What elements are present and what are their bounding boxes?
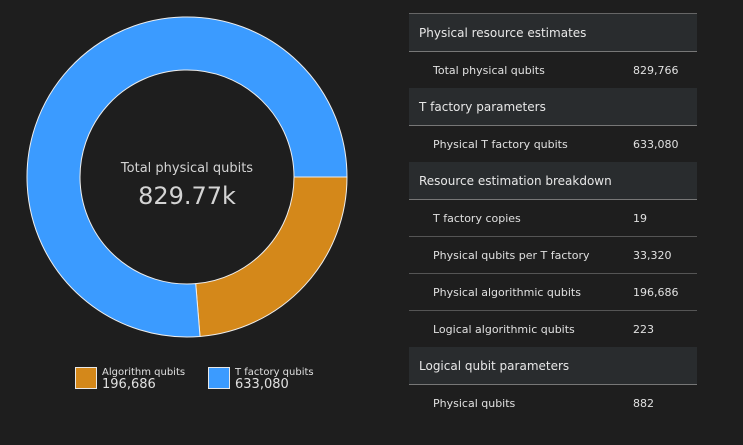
- algorithm-swatch: [75, 367, 97, 389]
- legend-item-tfactory[interactable]: T factory qubits 633,080: [208, 367, 314, 392]
- table-row: Physical qubits per T factory 33,320: [409, 237, 697, 274]
- center-label: Total physical qubits: [120, 161, 254, 176]
- row-label: Logical algorithmic qubits: [433, 322, 575, 336]
- legend-label: Algorithm qubits: [102, 367, 186, 378]
- legend-label: T factory qubits: [235, 367, 314, 378]
- resource-table: Physical resource estimates Total physica…: [409, 13, 697, 421]
- section-header: Resource estimation breakdown: [409, 162, 697, 200]
- row-value: 196,686: [633, 285, 679, 299]
- center-value: 829.77k: [138, 182, 236, 210]
- legend-value: 633,080: [235, 377, 289, 392]
- row-value: 829,766: [633, 63, 679, 77]
- section-header: Physical resource estimates: [409, 14, 697, 52]
- section-header: Logical qubit parameters: [409, 347, 697, 385]
- row-value: 223: [633, 322, 654, 336]
- row-label: Total physical qubits: [433, 63, 545, 77]
- row-value: 882: [633, 396, 654, 410]
- table-row: Physical qubits 882: [409, 385, 697, 421]
- legend-item-algorithm[interactable]: Algorithm qubits 196,686: [75, 367, 185, 392]
- tfactory-swatch: [208, 367, 230, 389]
- donut-chart: [26, 16, 348, 338]
- table-row: Physical T factory qubits 633,080: [409, 126, 697, 162]
- table-row: Total physical qubits 829,766: [409, 52, 697, 88]
- row-label: T factory copies: [433, 211, 521, 225]
- row-label: Physical qubits per T factory: [433, 248, 590, 262]
- legend-value: 196,686: [102, 377, 156, 392]
- row-label: Physical algorithmic qubits: [433, 285, 581, 299]
- row-value: 19: [633, 211, 647, 225]
- tfactory-qubits-segment[interactable]: [26, 16, 348, 338]
- row-value: 633,080: [633, 137, 679, 151]
- section-header: T factory parameters: [409, 88, 697, 126]
- table-row: T factory copies 19: [409, 200, 697, 237]
- row-value: 33,320: [633, 248, 672, 262]
- row-label: Physical qubits: [433, 396, 516, 410]
- row-label: Physical T factory qubits: [433, 137, 568, 151]
- table-row: Physical algorithmic qubits 196,686: [409, 274, 697, 311]
- table-row: Logical algorithmic qubits 223: [409, 311, 697, 347]
